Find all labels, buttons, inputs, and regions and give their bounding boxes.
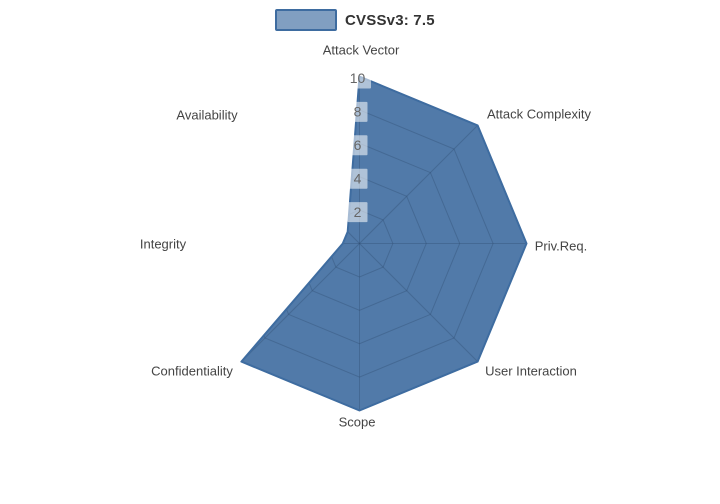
axis-label-user-interaction: User Interaction bbox=[485, 363, 577, 378]
radar-outline bbox=[240, 75, 528, 412]
grid-spoke bbox=[241, 125, 360, 244]
radial-tick-value: 8 bbox=[354, 104, 362, 120]
axis-label-attack-vector: Attack Vector bbox=[323, 42, 400, 57]
axis-label-integrity: Integrity bbox=[140, 236, 187, 251]
radial-tick-labels: 2 4 6 8 10 bbox=[344, 68, 371, 223]
radial-tick: 2 bbox=[347, 202, 368, 223]
axis-label-priv-req: Priv.Req. bbox=[535, 238, 588, 253]
grid-spoke bbox=[359, 125, 478, 244]
legend-color-swatch bbox=[275, 9, 337, 31]
legend-label: CVSSv3: 7.5 bbox=[345, 11, 435, 29]
radial-tick-value: 6 bbox=[354, 137, 362, 153]
axis-label-attack-complexity: Attack Complexity bbox=[487, 106, 592, 121]
category-axis-labels: Attack Vector Attack Complexity Priv.Req… bbox=[140, 42, 592, 429]
radial-tick-value: 2 bbox=[354, 204, 362, 220]
grid-spoke bbox=[241, 243, 360, 362]
radial-tick: 6 bbox=[347, 135, 368, 156]
grid-spoke bbox=[359, 243, 478, 362]
radial-tick: 8 bbox=[347, 101, 368, 122]
radial-tick: 4 bbox=[347, 168, 368, 189]
radial-tick: 10 bbox=[344, 68, 371, 89]
axis-label-availability: Availability bbox=[176, 107, 238, 122]
radial-tick-value: 10 bbox=[350, 70, 366, 86]
axis-label-scope: Scope bbox=[339, 414, 376, 429]
axis-label-confidentiality: Confidentiality bbox=[151, 363, 233, 378]
radial-tick-value: 4 bbox=[354, 170, 362, 186]
radar-fill-area bbox=[241, 76, 527, 411]
legend-item[interactable]: CVSSv3: 7.5 bbox=[275, 9, 435, 31]
